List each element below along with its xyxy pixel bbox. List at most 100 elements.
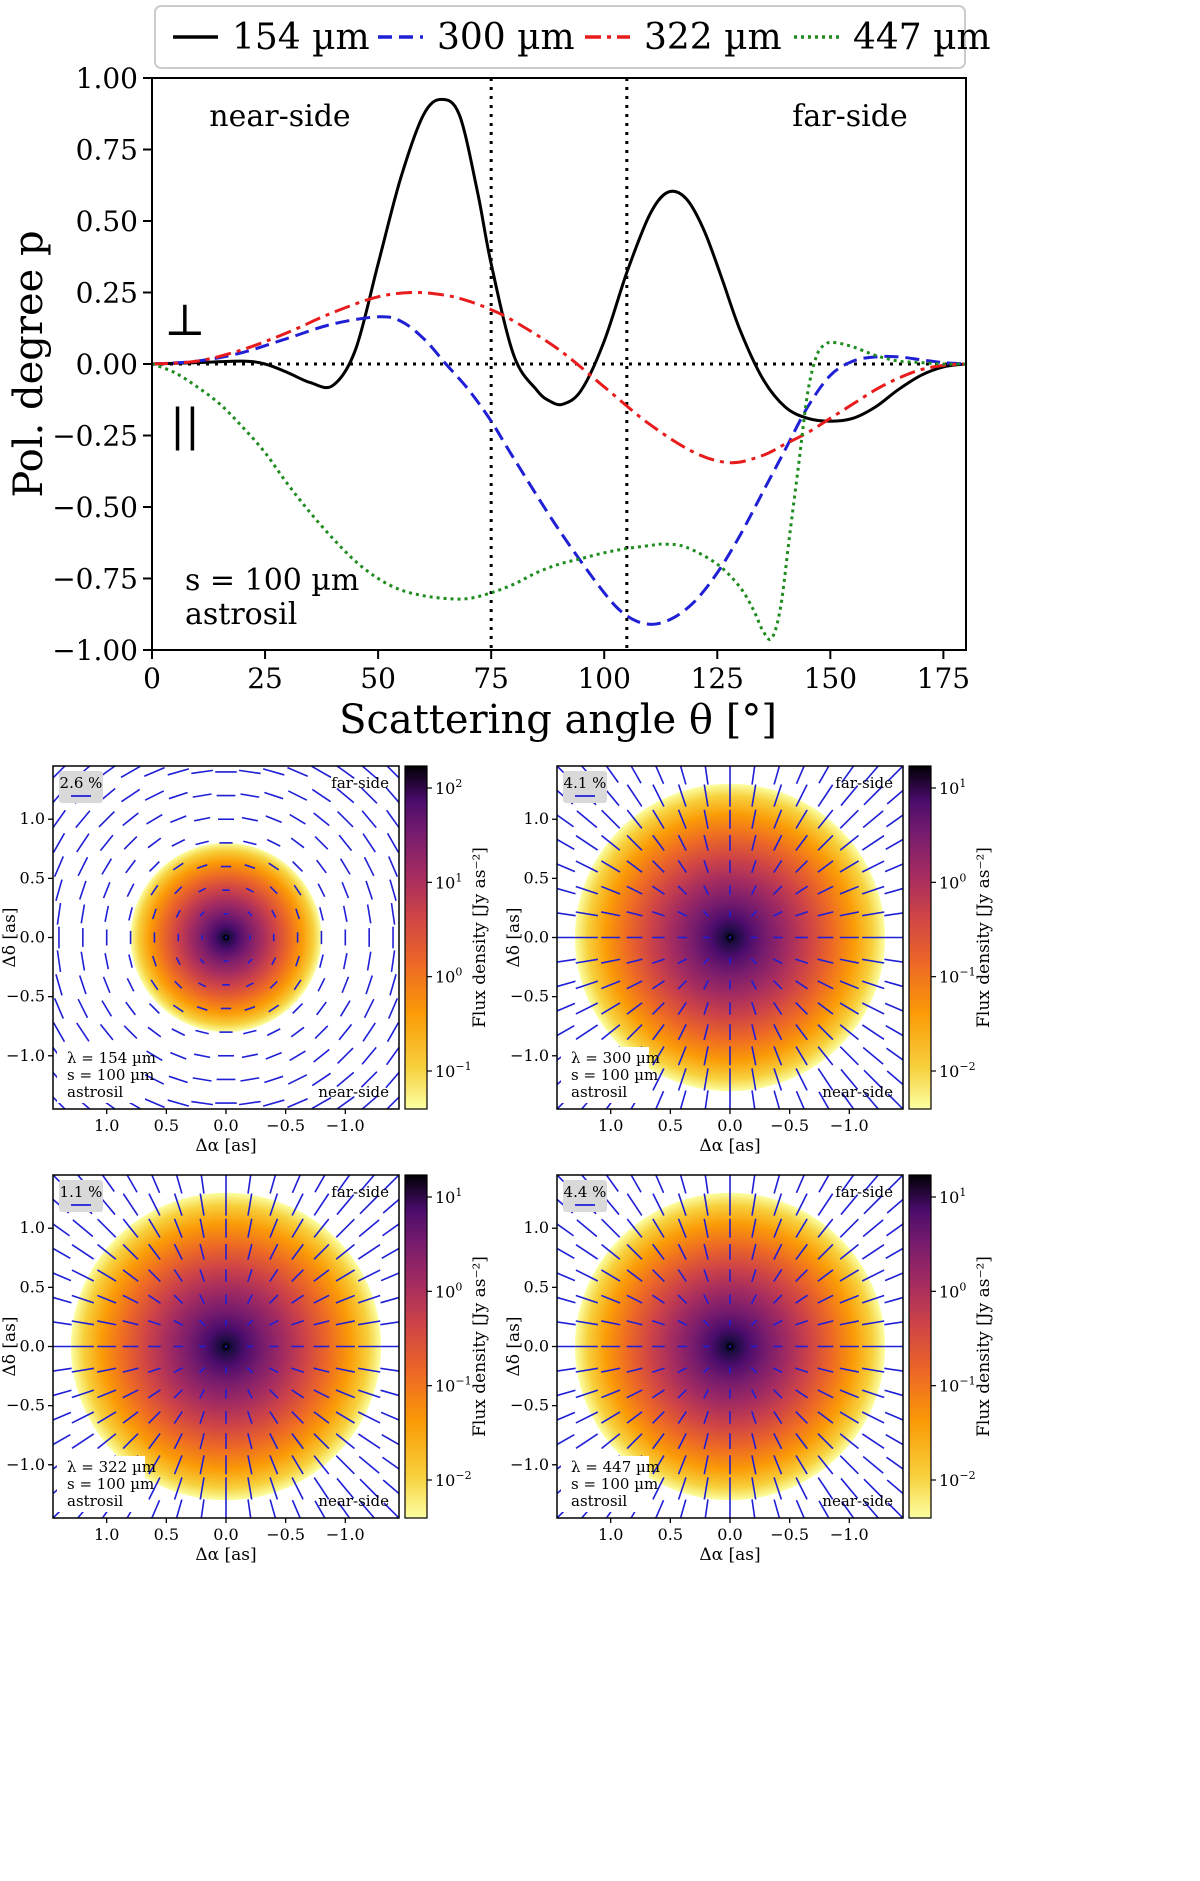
polarization-vector (199, 1243, 205, 1260)
polarization-vector (773, 1433, 783, 1450)
polarization-vector (795, 1218, 808, 1238)
polarization-line-chart: 154 µm 300 µm 322 µm 447 µm 0 25 50 75 100 12… (6, 5, 991, 743)
polarization-vector (293, 884, 302, 896)
polarization-vector (290, 1026, 305, 1038)
polarization-vector (677, 1410, 687, 1424)
panel-annotation-line: λ = 447 µm (571, 1458, 660, 1476)
polarization-vector (247, 1455, 253, 1475)
polarization-vector (55, 879, 63, 901)
polarization-vector (337, 1501, 351, 1518)
polarization-vector (335, 1411, 356, 1424)
y-tick-label: −0.25 (52, 420, 138, 453)
polarization-vector (173, 1319, 184, 1326)
polarization-vector (243, 1029, 257, 1035)
polarization-vector (292, 861, 304, 873)
colorbar-label: Flux density [Jy as⁻²] (470, 847, 490, 1028)
polarization-vector (862, 1455, 884, 1474)
polarization-vector (626, 1243, 643, 1260)
polarization-vector (626, 980, 643, 990)
polarization-vector (600, 980, 621, 990)
polarization-vector (143, 766, 165, 777)
series-line-322um (152, 290, 966, 465)
polarization-vector (362, 1022, 376, 1042)
polarization-vector (338, 1023, 353, 1041)
polarization-vector (265, 815, 282, 824)
polarization-vector (751, 1001, 757, 1015)
x-tick-label: 1.0 (598, 1525, 623, 1544)
polarization-vector (173, 1294, 184, 1305)
polarization-vector (53, 1321, 72, 1326)
x-tick-label: 1.0 (598, 1116, 623, 1135)
polarization-vector (652, 1243, 665, 1260)
polarization-vector (861, 1024, 885, 1040)
polarization-vector (122, 1433, 139, 1450)
polarization-vector (626, 1294, 643, 1304)
polarization-vector (173, 1193, 183, 1216)
polarization-vector (199, 958, 205, 964)
polarization-vector (77, 856, 89, 877)
x-tick-label: −0.5 (266, 1116, 305, 1135)
polarization-vector (199, 1193, 205, 1216)
polarization-vector (313, 1433, 330, 1450)
panel-annotation-line: astrosil (67, 1492, 123, 1510)
polarization-vector (98, 810, 115, 828)
polarization-vector (841, 1175, 855, 1192)
polarization-vector (167, 768, 190, 776)
polarization-vector (380, 1272, 399, 1282)
polarization-vector (795, 1499, 805, 1518)
polarization-vector (702, 910, 710, 918)
polarization-vector (704, 1090, 709, 1109)
polarization-vector (224, 936, 228, 939)
polarization-vector (366, 951, 372, 971)
polarization-vector (146, 1050, 163, 1062)
polarization-vector (381, 1456, 399, 1471)
polarization-vector (173, 1455, 183, 1475)
x-tick-label: −0.5 (770, 1116, 809, 1135)
polarization-vector (655, 1090, 665, 1109)
polarization-vector (360, 787, 378, 804)
polarization-vector (861, 980, 885, 990)
polarization-vector (123, 1025, 138, 1039)
polarization-vector (750, 1319, 758, 1327)
polarization-vector (291, 1269, 305, 1282)
polarization-vector (751, 860, 757, 874)
panel-annotation-line: s = 100 µm (571, 1066, 658, 1084)
polarization-vector (751, 1433, 757, 1450)
x-tick-label: 1.0 (94, 1116, 119, 1135)
polarization-vector (168, 1075, 188, 1084)
polarization-vector (817, 1455, 834, 1475)
polarization-vector (362, 833, 376, 853)
polarization-vector (125, 859, 136, 874)
polarization-vector (773, 1455, 783, 1475)
polarization-vector (817, 1477, 834, 1500)
polarization-vector (795, 911, 809, 917)
polarization-vector (104, 905, 110, 922)
polarization-vector (703, 860, 709, 874)
polarization-vector (200, 1175, 205, 1194)
colorbar-tick-label: 10−1 (939, 966, 976, 987)
legend-box (154, 5, 966, 69)
polarization-vector (817, 1367, 834, 1373)
polarization-vector (269, 1433, 279, 1450)
polarization-vector (174, 980, 183, 989)
polarization-vector (557, 912, 576, 917)
polarization-vector (651, 1389, 665, 1399)
polarization-vector (199, 1477, 205, 1500)
y-tick-label: −0.5 (6, 1396, 45, 1415)
polarization-vector (120, 788, 141, 803)
polarization-vector (817, 834, 834, 851)
polarization-vector (196, 1005, 208, 1011)
polarization-vector (128, 954, 133, 968)
polarization-vector (291, 1320, 305, 1326)
polarization-vector (677, 1433, 687, 1450)
polarization-vector (246, 1319, 254, 1327)
polarization-vector (122, 1367, 139, 1373)
polarization-vector (677, 1319, 688, 1326)
polarization-vector (703, 979, 710, 990)
vector-scale-label: 4.4 % (564, 1183, 607, 1201)
y-axis-label: Δδ [as] (504, 1316, 524, 1376)
polarization-vector (839, 1294, 860, 1304)
polarization-vector (269, 1499, 277, 1518)
polarization-vector (96, 1269, 117, 1282)
